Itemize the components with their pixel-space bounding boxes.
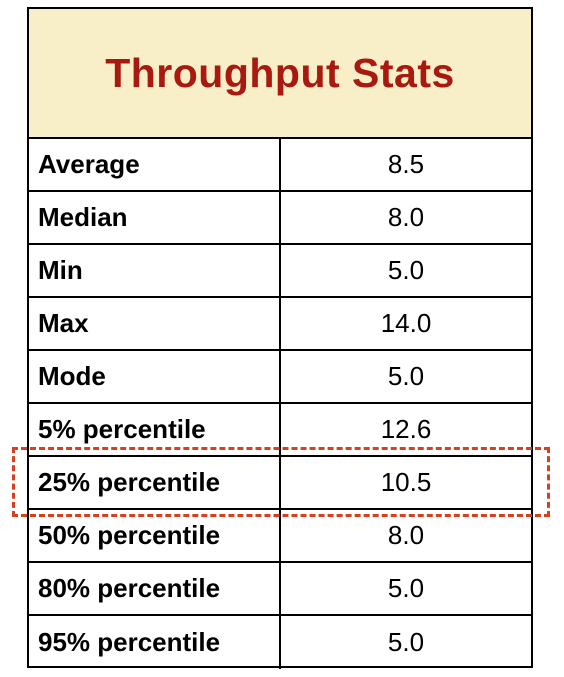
row-value: 8.0: [387, 202, 425, 232]
table-title: Throughput Stats: [29, 9, 531, 139]
table-row: Min 5.0: [29, 245, 531, 298]
row-label: Average: [29, 139, 281, 190]
row-label: 25% percentile: [29, 457, 281, 508]
table-row: 95% percentile 5.0: [29, 616, 531, 669]
table-row: Average 8.5: [29, 139, 531, 192]
row-label: Max: [29, 298, 281, 349]
row-value: 14.0: [380, 308, 432, 338]
row-label: Min: [29, 245, 281, 296]
row-value: 5.0: [387, 255, 425, 285]
highlight-box: [12, 447, 550, 517]
table-row: 50% percentile 8.0: [29, 510, 531, 563]
row-label: 80% percentile: [29, 563, 281, 614]
table-row: 5% percentile 12.6: [29, 404, 531, 457]
table-row: Mode 5.0: [29, 351, 531, 404]
row-value: 10.5: [380, 467, 432, 497]
row-value: 12.6: [380, 414, 432, 444]
row-label: Mode: [29, 351, 281, 402]
row-value: 5.0: [387, 627, 425, 657]
table-row: Median 8.0: [29, 192, 531, 245]
row-value: 5.0: [387, 573, 425, 603]
row-label: 95% percentile: [29, 616, 281, 669]
row-label: 5% percentile: [29, 404, 281, 455]
row-label: Median: [29, 192, 281, 243]
row-value: 8.5: [387, 149, 425, 179]
row-value: 8.0: [387, 520, 425, 550]
row-value: 5.0: [387, 361, 425, 391]
table-row: 80% percentile 5.0: [29, 563, 531, 616]
table-row: Max 14.0: [29, 298, 531, 351]
stats-table: Throughput Stats Average 8.5 Median 8.0 Min 5…: [27, 7, 533, 669]
table-row: 25% percentile 10.5: [29, 457, 531, 510]
row-label: 50% percentile: [29, 510, 281, 561]
